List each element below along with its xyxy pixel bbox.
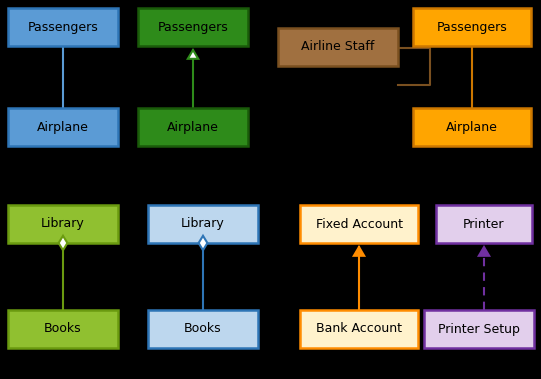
Text: Library: Library: [41, 218, 85, 230]
FancyBboxPatch shape: [148, 310, 258, 348]
Polygon shape: [479, 247, 489, 256]
Polygon shape: [58, 236, 68, 250]
FancyBboxPatch shape: [300, 205, 418, 243]
FancyBboxPatch shape: [138, 108, 248, 146]
Text: Printer: Printer: [463, 218, 505, 230]
Text: Passengers: Passengers: [28, 20, 98, 33]
FancyBboxPatch shape: [8, 310, 118, 348]
FancyBboxPatch shape: [278, 28, 398, 66]
Polygon shape: [188, 50, 198, 59]
FancyBboxPatch shape: [424, 310, 534, 348]
Text: Books: Books: [44, 323, 82, 335]
Text: Airline Staff: Airline Staff: [301, 41, 375, 53]
Text: Library: Library: [181, 218, 225, 230]
FancyBboxPatch shape: [138, 8, 248, 46]
Text: Bank Account: Bank Account: [316, 323, 402, 335]
FancyBboxPatch shape: [8, 8, 118, 46]
FancyBboxPatch shape: [8, 108, 118, 146]
Text: Passengers: Passengers: [437, 20, 507, 33]
FancyBboxPatch shape: [413, 108, 531, 146]
FancyBboxPatch shape: [436, 205, 532, 243]
FancyBboxPatch shape: [300, 310, 418, 348]
Text: Airplane: Airplane: [167, 121, 219, 133]
Text: Airplane: Airplane: [446, 121, 498, 133]
FancyBboxPatch shape: [413, 8, 531, 46]
FancyBboxPatch shape: [8, 205, 118, 243]
Polygon shape: [354, 247, 364, 256]
Polygon shape: [199, 236, 207, 250]
Text: Fixed Account: Fixed Account: [315, 218, 403, 230]
Text: Books: Books: [184, 323, 222, 335]
Text: Printer Setup: Printer Setup: [438, 323, 520, 335]
Text: Airplane: Airplane: [37, 121, 89, 133]
Text: Passengers: Passengers: [157, 20, 228, 33]
FancyBboxPatch shape: [148, 205, 258, 243]
